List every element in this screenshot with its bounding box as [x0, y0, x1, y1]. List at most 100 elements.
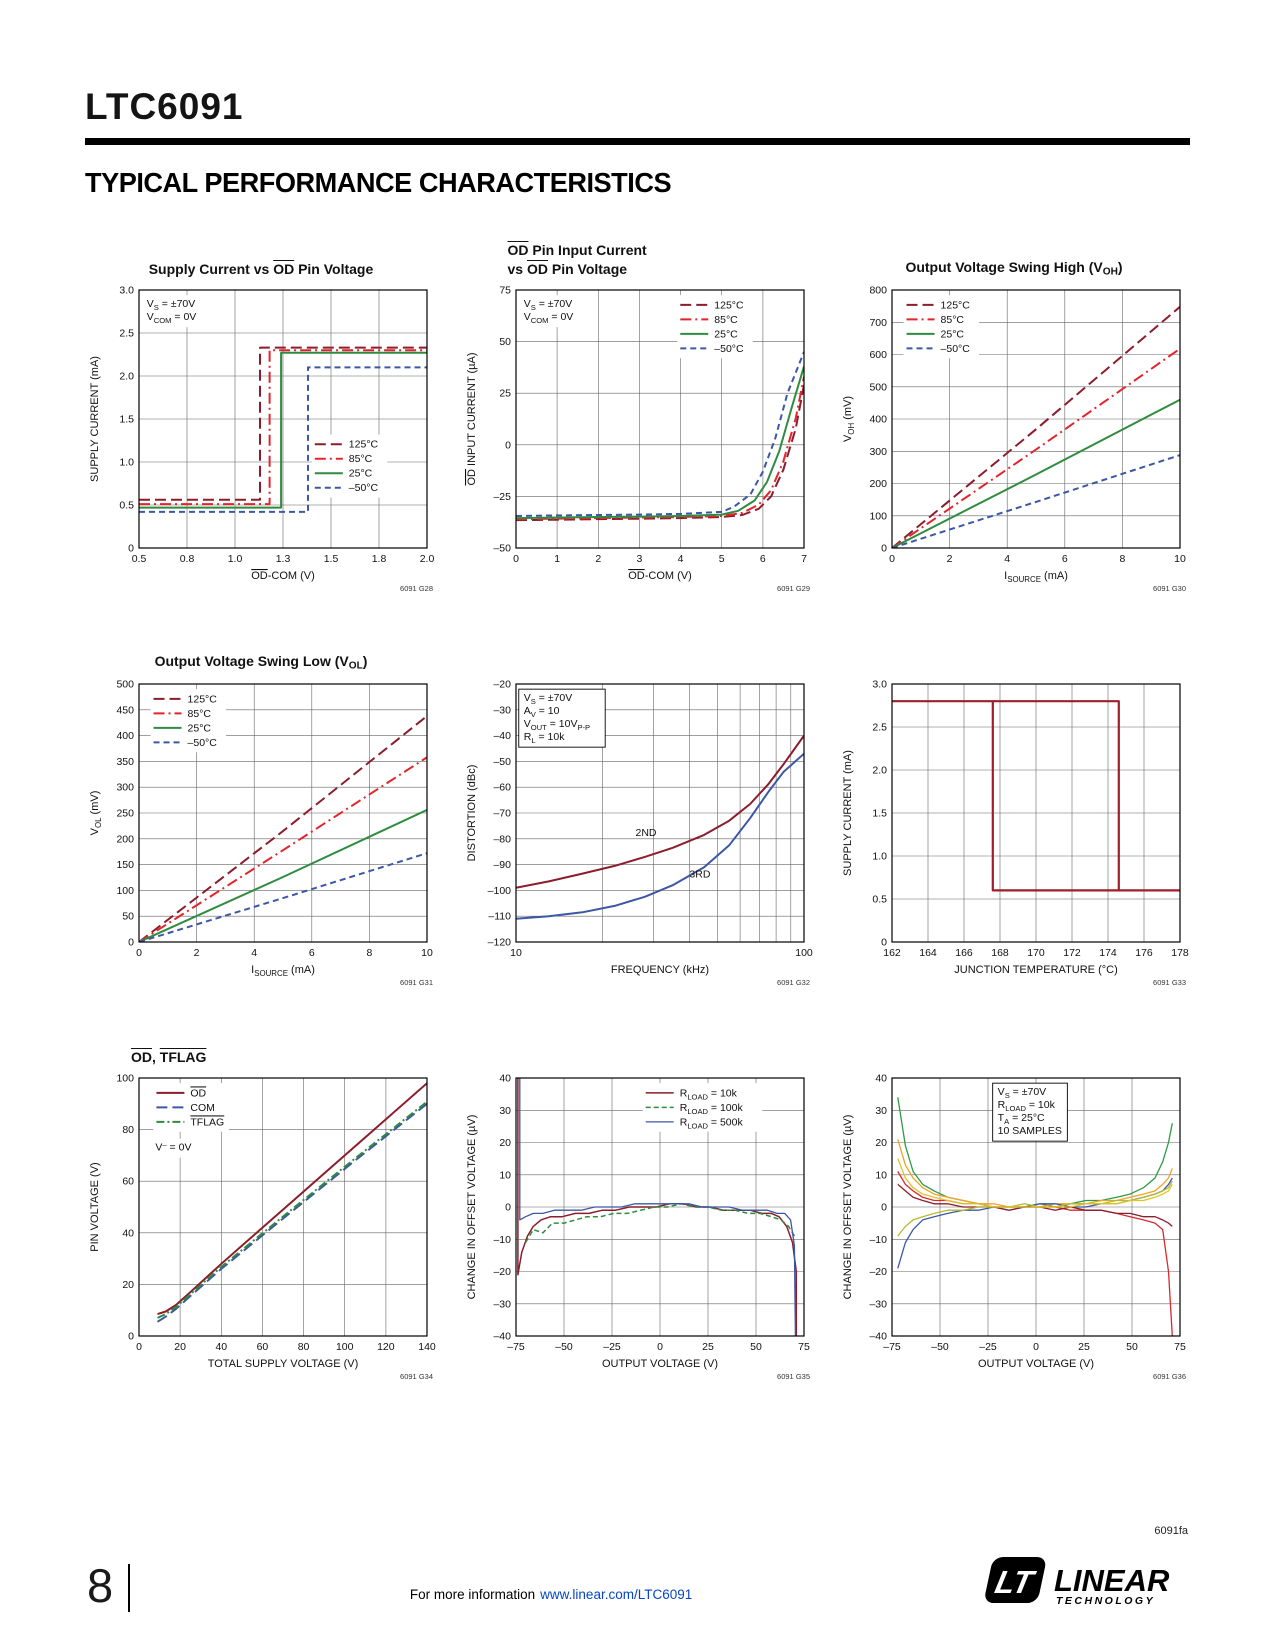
chart-series [139, 808, 427, 942]
chart-title: Output Voltage Swing High (VOH) [905, 258, 1123, 278]
chart-series-group [139, 346, 427, 513]
svg-text:100: 100 [336, 1341, 354, 1353]
footer-info-text: For more information [409, 1587, 536, 1602]
svg-text:2.0: 2.0 [119, 371, 134, 383]
svg-text:80: 80 [122, 1124, 134, 1136]
svg-text:0: 0 [881, 1202, 887, 1214]
chart-g35: –75 –50 –25 0 25 50 75 –40 –30 –20 –10 0 10 20 30 40 RLO… [462, 1027, 814, 1387]
svg-text:–75: –75 [883, 1341, 901, 1353]
svg-text:75: 75 [499, 285, 511, 297]
svg-text:VS = ±70V: VS = ±70V [523, 692, 572, 706]
svg-text:–10: –10 [869, 1234, 887, 1246]
svg-text:25°C: 25°C [941, 328, 965, 340]
svg-text:40: 40 [122, 1227, 134, 1239]
chart-plot: 10 100 –120 –110 –100 –90 –80 –70 –60 –50 –40 –30 –2… [466, 679, 813, 988]
footer-link[interactable]: www.linear.com/LTC6091 [540, 1587, 693, 1602]
svg-text:–50: –50 [555, 1341, 573, 1353]
svg-text:166: 166 [955, 947, 973, 959]
svg-text:3: 3 [636, 553, 642, 565]
svg-text:–20: –20 [493, 1266, 511, 1278]
svg-text:0: 0 [881, 543, 887, 555]
chart-g31: Output Voltage Swing Low (VOL) 0 2 4 6 8 10 0 50… [85, 633, 437, 993]
logo-wrap: LT LINEAR TECHNOLOGY [972, 1553, 1190, 1612]
svg-text:6: 6 [1062, 553, 1068, 565]
chart-g34: OD, TFLAG 0 20 40 60 80 100 120 140 0 20 40 60 80 100 V… [85, 1027, 437, 1387]
svg-text:–120: –120 [487, 937, 511, 949]
svg-text:120: 120 [377, 1341, 395, 1353]
plot-border [514, 683, 805, 943]
plot-border [138, 1077, 428, 1337]
svg-text:2.0: 2.0 [420, 553, 435, 565]
svg-text:700: 700 [869, 317, 887, 329]
svg-text:125°C: 125°C [941, 299, 971, 311]
svg-text:–20: –20 [869, 1266, 887, 1278]
svg-text:0: 0 [505, 1202, 511, 1214]
chart-series [139, 349, 427, 506]
svg-text:6091 G36: 6091 G36 [1153, 1372, 1186, 1381]
svg-text:800: 800 [869, 285, 887, 297]
svg-text:100: 100 [869, 510, 887, 522]
svg-text:1.5: 1.5 [872, 808, 887, 820]
svg-text:2.0: 2.0 [872, 765, 887, 777]
svg-text:250: 250 [116, 808, 134, 820]
svg-text:RLOAD = 10k: RLOAD = 10k [998, 1099, 1056, 1113]
chart-g28: Supply Current vs OD Pin Voltage 0.5 0.8 1.… [85, 239, 437, 599]
svg-text:20: 20 [875, 1137, 887, 1149]
svg-text:25: 25 [1078, 1341, 1090, 1353]
svg-text:–50°C: –50°C [941, 343, 971, 355]
svg-text:–40: –40 [493, 730, 511, 742]
chart-series [897, 1180, 1173, 1237]
svg-text:0: 0 [881, 937, 887, 949]
chart-series-group [515, 351, 804, 522]
chart-annotation: V– = 0V [150, 1138, 202, 1158]
chart-title [462, 1027, 814, 1067]
svg-text:100: 100 [795, 947, 813, 959]
svg-text:75: 75 [798, 1341, 810, 1353]
svg-text:125°C: 125°C [188, 693, 218, 705]
chart-plot: 0 2 4 6 8 10050100150200250300350400450500125… [89, 679, 433, 988]
plot-border [138, 289, 428, 549]
svg-text:10 SAMPLES: 10 SAMPLES [998, 1125, 1062, 1137]
svg-text:0.5: 0.5 [119, 500, 134, 512]
svg-text:–90: –90 [493, 859, 511, 871]
svg-text:1.0: 1.0 [872, 851, 887, 863]
svg-text:350: 350 [116, 756, 134, 768]
page-number: 8 [85, 1563, 131, 1612]
svg-text:0: 0 [128, 937, 134, 949]
svg-text:450: 450 [116, 704, 134, 716]
svg-text:DISTORTION (dBc): DISTORTION (dBc) [466, 765, 478, 862]
chart-plot: 0 20 40 60 80 100 120 140 0 20 40 60 80 100 V– = 0V OD C… [89, 1073, 436, 1382]
chart-series [515, 735, 804, 889]
svg-text:400: 400 [869, 414, 887, 426]
svg-text:V– = 0V: V– = 0V [155, 1140, 191, 1154]
svg-text:150: 150 [116, 859, 134, 871]
chart-series [892, 306, 1180, 548]
chart-series [892, 347, 1180, 548]
svg-text:PIN VOLTAGE (V): PIN VOLTAGE (V) [89, 1162, 101, 1251]
svg-text:6091 G32: 6091 G32 [777, 978, 810, 987]
svg-text:0: 0 [657, 1341, 663, 1353]
svg-text:25°C: 25°C [714, 328, 738, 340]
svg-text:176: 176 [1135, 947, 1153, 959]
svg-text:–40: –40 [493, 1331, 511, 1343]
svg-text:60: 60 [257, 1341, 269, 1353]
svg-text:2.5: 2.5 [119, 328, 134, 340]
svg-text:OUTPUT VOLTAGE (V): OUTPUT VOLTAGE (V) [601, 1358, 717, 1370]
svg-text:164: 164 [919, 947, 937, 959]
svg-text:1.3: 1.3 [276, 553, 291, 565]
chart-series [157, 1100, 427, 1319]
svg-text:–50°C: –50°C [188, 737, 218, 749]
svg-text:6091 G28: 6091 G28 [400, 584, 433, 593]
svg-text:–25: –25 [493, 491, 511, 503]
svg-text:1.8: 1.8 [372, 553, 387, 565]
svg-text:FREQUENCY (kHz): FREQUENCY (kHz) [610, 964, 708, 976]
svg-text:SUPPLY CURRENT (mA): SUPPLY CURRENT (mA) [89, 356, 101, 482]
svg-text:0.5: 0.5 [872, 894, 887, 906]
chart-series [515, 351, 804, 517]
svg-text:100: 100 [116, 885, 134, 897]
svg-text:6: 6 [759, 553, 765, 565]
svg-text:162: 162 [883, 947, 901, 959]
